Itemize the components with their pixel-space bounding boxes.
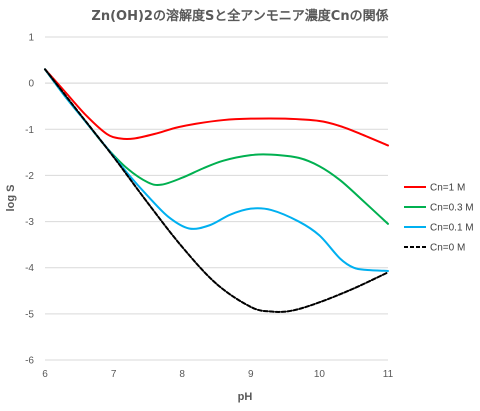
y-tick-label: -2 bbox=[25, 171, 34, 182]
series-line-4 bbox=[44, 68, 389, 313]
y-tick-label: 0 bbox=[28, 79, 34, 90]
legend-label: Cn=0.3 M bbox=[430, 203, 474, 214]
legend-label: Cn=1 M bbox=[430, 183, 465, 194]
y-tick-label: -3 bbox=[25, 217, 34, 228]
legend-label: Cn=0 M bbox=[430, 243, 465, 254]
x-tick-label: 9 bbox=[248, 369, 254, 380]
legend: Cn=1 M Cn=0.3 M Cn=0.1 M Cn=0 M bbox=[404, 183, 474, 254]
legend-label: Cn=0.1 M bbox=[430, 223, 474, 234]
x-axis-label: pH bbox=[238, 391, 253, 403]
y-tick-label: -4 bbox=[25, 263, 34, 274]
y-tick-label: 1 bbox=[28, 33, 34, 44]
y-tick-label: -6 bbox=[25, 356, 34, 367]
x-tick-label: 6 bbox=[42, 369, 48, 380]
y-tick-label: -5 bbox=[25, 309, 34, 320]
axes: 10-1-2-3-4-5-66 7 8 9 10 11 bbox=[25, 33, 394, 381]
x-tick-label: 11 bbox=[383, 369, 394, 380]
y-axis-label: log S bbox=[5, 185, 17, 212]
chart-title: Zn(OH)2の溶解度Sと全アンモニア濃度Cnの関係 bbox=[91, 8, 388, 24]
x-tick-label: 7 bbox=[111, 369, 117, 380]
x-tick-label: 8 bbox=[179, 369, 185, 380]
y-tick-label: -1 bbox=[25, 125, 34, 136]
series-line-1 bbox=[44, 68, 389, 147]
series-lines bbox=[44, 68, 389, 313]
x-tick-label: 10 bbox=[314, 369, 326, 380]
